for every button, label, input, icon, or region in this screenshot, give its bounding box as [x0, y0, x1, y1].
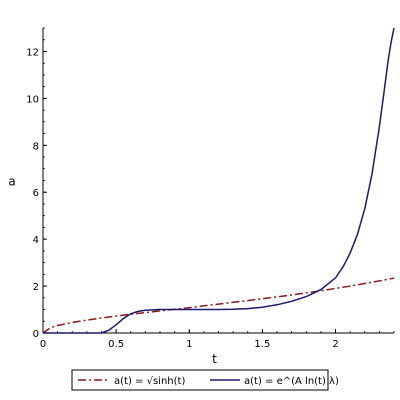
x-tick-label: 1: [186, 339, 192, 350]
y-tick-label: 0: [33, 329, 39, 340]
legend: a(t) = √sinh(t) a(t) = e^(A ln(t) λ): [71, 369, 339, 391]
x-tick-label: 0.5: [108, 339, 124, 350]
axes: [42, 28, 394, 334]
y-tick-label: 6: [33, 188, 39, 199]
x-axis-label: t: [212, 352, 217, 366]
legend-box: [71, 369, 329, 391]
x-tick-label: 1.5: [254, 339, 270, 350]
y-axis-label: a: [8, 175, 15, 189]
y-tick-label: 12: [26, 47, 39, 58]
legend-label-exp: a(t) = e^(A ln(t) λ): [244, 376, 339, 387]
legend-label-sinh: a(t) = √sinh(t): [114, 376, 185, 387]
x-tick-label: 2: [332, 339, 338, 350]
y-tick-label: 4: [33, 235, 39, 246]
series-layer: [42, 27, 395, 334]
y-tick-label: 10: [26, 94, 39, 105]
series-line-sinh: [42, 277, 395, 334]
y-tick-label: 2: [33, 282, 39, 293]
x-tick-label: 0: [40, 339, 46, 350]
x-ticks: 0 0.5 1 1.5 2: [40, 329, 339, 350]
minor-ticks: [43, 27, 395, 333]
series-line-exp: [43, 27, 395, 334]
y-tick-label: 8: [33, 141, 39, 152]
y-ticks: 0 2 4 6 8 10 12: [26, 47, 47, 340]
